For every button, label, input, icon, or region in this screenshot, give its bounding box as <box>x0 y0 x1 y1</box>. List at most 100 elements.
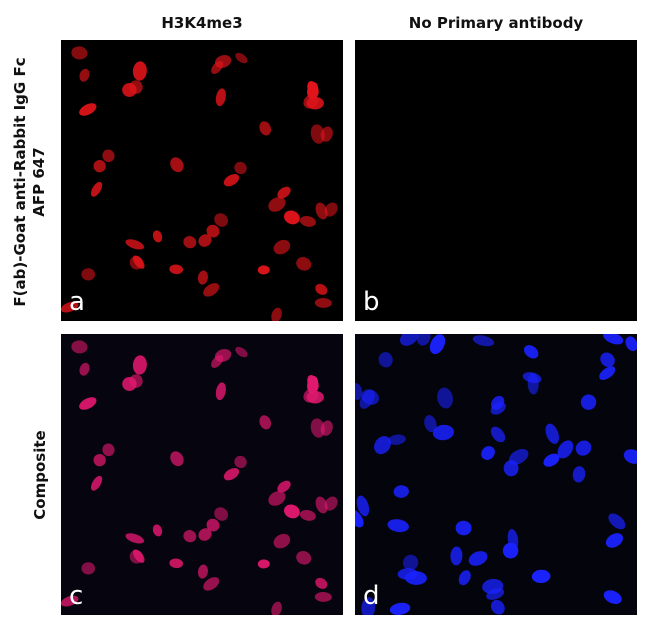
cell-nucleus <box>608 513 626 530</box>
cell-nucleus <box>183 236 197 249</box>
cell-nucleus <box>234 455 247 469</box>
cell-nucleus <box>458 570 471 586</box>
cell-nucleus <box>79 362 90 376</box>
cell-nucleus <box>625 336 637 352</box>
cell-nucleus <box>223 173 240 187</box>
cell-nucleus <box>315 202 328 220</box>
cell-nucleus <box>273 239 291 255</box>
cell-nucleus <box>310 418 325 438</box>
cell-nucleus <box>81 562 96 575</box>
cell-nucleus <box>296 256 312 271</box>
cell-nucleus <box>450 546 463 566</box>
cell-nucleus <box>387 519 409 533</box>
cell-nucleus <box>455 520 472 536</box>
row-label-antibody: F(ab)-Goat anti-Rabbit IgG Fc AFP 647 <box>11 41 51 323</box>
cell-nucleus <box>315 496 328 514</box>
cell-nucleus <box>416 334 431 346</box>
panel-letter: d <box>363 581 380 611</box>
cell-nucleus <box>429 334 446 355</box>
cell-nucleus <box>259 415 272 430</box>
cell-nucleus <box>257 559 270 569</box>
cell-nucleus <box>623 449 637 464</box>
cell-nucleus <box>79 68 90 82</box>
cell-nucleus <box>170 157 184 173</box>
cell-nucleus <box>215 88 226 107</box>
cell-nucleus <box>223 467 240 481</box>
panel-d: d <box>355 334 637 615</box>
row-label-composite: Composite <box>31 334 51 616</box>
cell-nucleus <box>234 161 247 175</box>
cell-nucleus <box>61 595 79 607</box>
cell-nucleus <box>268 490 286 506</box>
cell-nucleus <box>152 230 163 243</box>
cell-nucleus <box>306 390 324 404</box>
cell-nucleus <box>79 103 97 116</box>
cell-nucleus <box>125 533 145 544</box>
cell-nucleus <box>125 239 145 250</box>
cell-nucleus <box>600 352 615 368</box>
cell-nucleus <box>93 453 106 467</box>
cell-nucleus <box>603 334 624 345</box>
cell-nucleus <box>271 601 282 615</box>
cell-nucleus <box>481 446 495 461</box>
cell-nucleus <box>320 420 333 436</box>
cell-nucleus <box>361 389 380 405</box>
row-label-composite-text: Composite <box>31 430 49 520</box>
cell-nucleus <box>198 528 212 541</box>
cell-nucleus <box>299 509 316 521</box>
cell-nucleus <box>490 599 505 615</box>
cell-nucleus <box>389 602 411 615</box>
cell-nucleus <box>502 542 519 559</box>
panel-letter: b <box>363 287 380 317</box>
cell-nucleus <box>580 394 597 410</box>
cell-nucleus <box>206 224 220 238</box>
cell-nucleus <box>152 524 163 537</box>
cell-nucleus <box>169 558 184 569</box>
cell-nucleus <box>355 383 363 401</box>
cell-nucleus <box>61 301 79 313</box>
panel-a: a <box>61 40 343 321</box>
panel-letter: a <box>69 287 85 317</box>
cell-nucleus <box>603 590 622 604</box>
cell-nucleus <box>296 550 312 565</box>
cell-nucleus <box>310 124 325 144</box>
cell-nucleus <box>299 215 316 227</box>
cell-nucleus <box>472 335 495 347</box>
cell-nucleus <box>468 551 488 566</box>
cell-nucleus <box>197 564 208 579</box>
cell-nucleus <box>432 424 455 441</box>
cell-nucleus <box>79 397 97 410</box>
cell-nucleus <box>490 426 506 443</box>
cell-nucleus <box>482 578 504 594</box>
cell-nucleus <box>284 504 300 519</box>
cell-nucleus <box>356 495 370 517</box>
cell-nucleus <box>169 264 184 275</box>
cell-nucleus <box>271 307 282 321</box>
cell-nucleus <box>599 366 616 380</box>
cell-nucleus <box>102 149 115 163</box>
panel-letter: c <box>69 581 84 611</box>
cell-nucleus <box>306 96 324 110</box>
cell-nucleus <box>170 451 184 467</box>
cell-nucleus <box>93 159 106 173</box>
cell-nucleus <box>198 234 212 247</box>
cell-nucleus <box>122 376 137 391</box>
cell-nucleus <box>388 434 406 445</box>
cell-nucleus <box>378 352 393 368</box>
cell-nucleus <box>203 577 220 591</box>
cell-nucleus <box>214 507 229 521</box>
cell-nucleus <box>557 440 574 459</box>
cell-nucleus <box>90 181 103 197</box>
row-label-line-2: AFP 647 <box>30 147 48 217</box>
cell-nucleus <box>81 268 96 281</box>
cell-nucleus <box>605 533 623 548</box>
cell-nucleus <box>257 265 270 275</box>
cell-nucleus <box>132 355 147 375</box>
cell-nucleus <box>132 255 145 269</box>
cell-nucleus <box>543 453 560 467</box>
row-label-line-1: F(ab)-Goat anti-Rabbit IgG Fc <box>11 57 29 307</box>
cell-nucleus <box>277 186 291 199</box>
cell-nucleus <box>214 55 232 68</box>
cell-nucleus <box>235 52 248 64</box>
cell-nucleus <box>122 82 137 97</box>
